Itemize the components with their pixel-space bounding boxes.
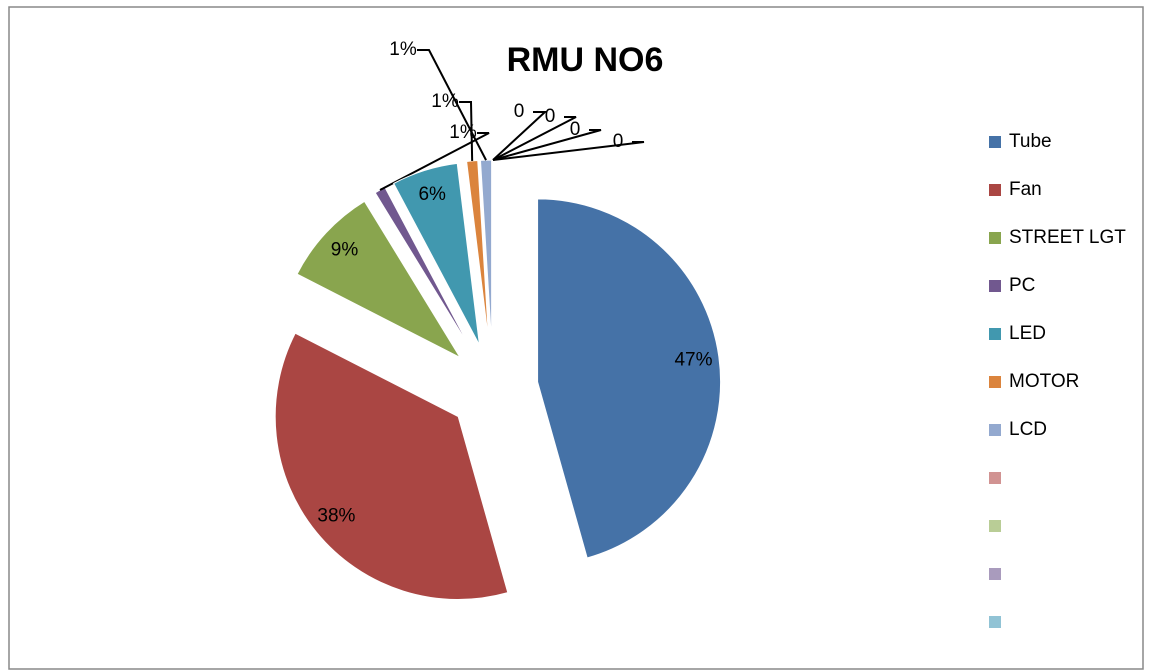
legend-label: Fan bbox=[1009, 179, 1042, 200]
pie-slice bbox=[466, 159, 490, 344]
data-label: 38% bbox=[317, 505, 355, 526]
data-label: 6% bbox=[418, 184, 446, 205]
data-label: 0 bbox=[570, 119, 581, 140]
leader-line bbox=[459, 101, 474, 161]
legend-swatch bbox=[989, 232, 1001, 244]
legend-label: LED bbox=[1009, 323, 1046, 344]
legend-label: PC bbox=[1009, 275, 1035, 296]
data-label: 0 bbox=[613, 131, 624, 152]
legend-swatch bbox=[989, 328, 1001, 340]
legend-swatch bbox=[989, 136, 1001, 148]
pie-slice bbox=[537, 198, 722, 559]
legend-swatch bbox=[989, 424, 1001, 436]
legend-swatch bbox=[989, 472, 1001, 484]
pie-slice bbox=[393, 162, 480, 346]
legend-swatch bbox=[989, 568, 1001, 580]
leader-line bbox=[492, 129, 602, 161]
data-label: 9% bbox=[331, 239, 359, 260]
leader-line bbox=[492, 141, 645, 161]
leader-line bbox=[492, 111, 548, 161]
leader-line bbox=[492, 116, 577, 161]
data-label: 47% bbox=[674, 349, 712, 370]
leader-line bbox=[379, 132, 490, 191]
legend-swatch bbox=[989, 280, 1001, 292]
legend-label: LCD bbox=[1009, 419, 1047, 440]
leader-line bbox=[417, 49, 487, 161]
pie-slice bbox=[274, 332, 509, 600]
legend-swatch bbox=[989, 376, 1001, 388]
legend-label: STREET LGT bbox=[1009, 227, 1126, 248]
legend-swatch bbox=[989, 184, 1001, 196]
data-label: 0 bbox=[514, 101, 525, 122]
data-label: 0 bbox=[545, 106, 556, 127]
pie-slice bbox=[296, 200, 462, 359]
legend-swatch bbox=[989, 616, 1001, 628]
data-label: 1% bbox=[389, 39, 417, 60]
legend-swatch bbox=[989, 520, 1001, 532]
legend-label: MOTOR bbox=[1009, 371, 1079, 392]
legend-label: Tube bbox=[1009, 131, 1052, 152]
chart-title: RMU NO6 bbox=[507, 41, 664, 79]
